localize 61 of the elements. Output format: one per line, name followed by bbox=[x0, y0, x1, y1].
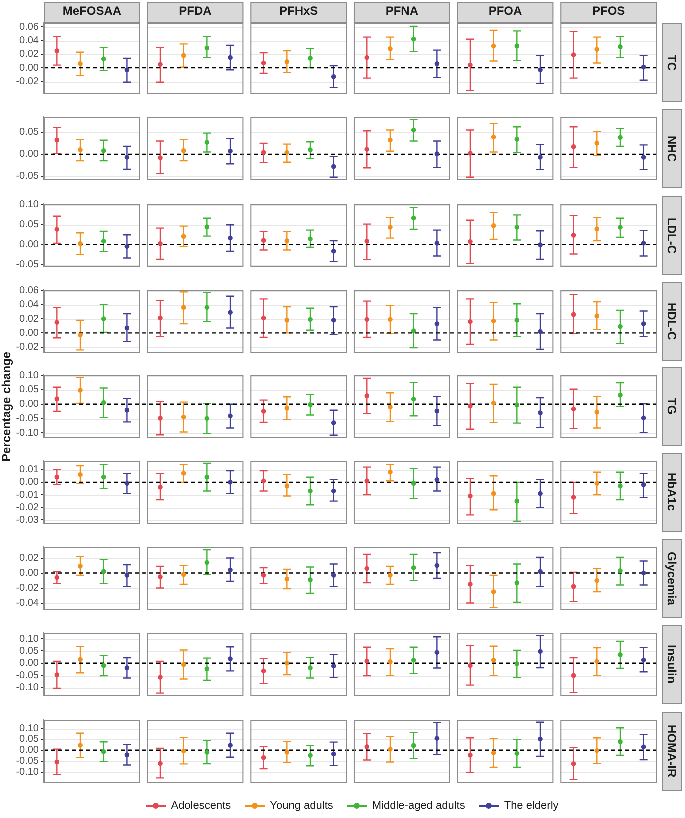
y-tick-label: 0.00 bbox=[20, 568, 40, 579]
y-tick-label: 0.00 bbox=[20, 62, 40, 74]
y-tick-label: -0.02 bbox=[16, 583, 40, 594]
y2-axis-title: LDL-C bbox=[662, 196, 682, 275]
y-tick-label: -0.05 bbox=[16, 670, 40, 682]
y-tick-label: 0.00 bbox=[20, 149, 40, 160]
y-tick-label: 0.05 bbox=[20, 127, 40, 138]
y-tick-label: 0.10 bbox=[20, 723, 40, 734]
x-tick-label: PFOS bbox=[592, 4, 626, 18]
y-tick-label: 0.04 bbox=[20, 300, 40, 311]
legend-label: The elderly bbox=[504, 800, 559, 812]
y-tick-label: 0.05 bbox=[20, 384, 40, 396]
x-tick-label: PFDA bbox=[179, 4, 212, 18]
y-tick-label: -0.02 bbox=[16, 502, 40, 514]
y-tick-label: -0.01 bbox=[16, 490, 40, 501]
y-tick-label: -0.02 bbox=[16, 342, 40, 354]
y-tick-label: 0.04 bbox=[20, 36, 40, 46]
y-tick-label: 0.00 bbox=[20, 477, 40, 488]
y-tick-label: -0.10 bbox=[16, 682, 40, 694]
y-tick-label: 0.06 bbox=[20, 285, 40, 296]
y-tick-label: -0.02 bbox=[16, 76, 40, 88]
y-tick-label: 0.05 bbox=[20, 219, 40, 230]
y-tick-label: -0.03 bbox=[16, 514, 40, 526]
x-tick-label: PFOA bbox=[488, 4, 522, 18]
y-tick-label: -0.05 bbox=[16, 259, 40, 270]
y2-axis-title: TG bbox=[662, 367, 682, 446]
y-tick-label: 0.10 bbox=[20, 370, 40, 382]
y-tick-label: 0.00 bbox=[20, 239, 40, 250]
y-tick-label: 0.10 bbox=[20, 200, 40, 211]
y2-axis-title: HDL-C bbox=[662, 282, 682, 361]
y-axis-title: Percentage change bbox=[0, 351, 14, 462]
x-tick-label: PFNA bbox=[386, 4, 419, 18]
x-tick-label: MeFOSAA bbox=[62, 4, 122, 18]
y-tick-label: 0.00 bbox=[20, 328, 40, 339]
y2-axis-title: TC bbox=[662, 23, 682, 102]
legend-label: Middle-aged adults bbox=[372, 800, 466, 812]
y-tick-label: 0.06 bbox=[20, 22, 40, 33]
y-tick-label: -0.05 bbox=[16, 171, 40, 182]
y2-axis-title: HbA1c bbox=[662, 453, 682, 532]
y-tick-label: -0.05 bbox=[16, 756, 40, 768]
y-tick-label: 0.01 bbox=[20, 464, 40, 476]
y2-axis-title: NHC bbox=[662, 109, 682, 188]
y-tick-label: 0.02 bbox=[20, 314, 40, 325]
x-tick-label: PFHxS bbox=[279, 4, 318, 18]
y2-axis-title: Insulin bbox=[662, 625, 682, 704]
y-tick-label: -0.10 bbox=[16, 428, 40, 439]
y-tick-label: -0.10 bbox=[16, 767, 40, 778]
y2-axis-title: HOMA-IR bbox=[662, 712, 682, 791]
y-tick-label: 0.00 bbox=[20, 745, 40, 756]
legend-label: Young adults bbox=[270, 800, 334, 812]
y-tick-label: 0.02 bbox=[20, 553, 40, 564]
y-tick-label: -0.05 bbox=[16, 413, 40, 424]
y-tick-label: 0.05 bbox=[20, 646, 40, 657]
legend-label: Adolescents bbox=[171, 800, 232, 812]
y2-axis-title: Glycemia bbox=[662, 539, 682, 618]
y-tick-label: 0.00 bbox=[20, 399, 40, 410]
y-tick-label: -0.04 bbox=[16, 598, 40, 609]
y-tick-label: 0.00 bbox=[20, 658, 40, 670]
y-tick-label: 0.02 bbox=[20, 49, 40, 60]
y-tick-label: 0.10 bbox=[20, 634, 40, 645]
y-tick-label: 0.05 bbox=[20, 734, 40, 746]
